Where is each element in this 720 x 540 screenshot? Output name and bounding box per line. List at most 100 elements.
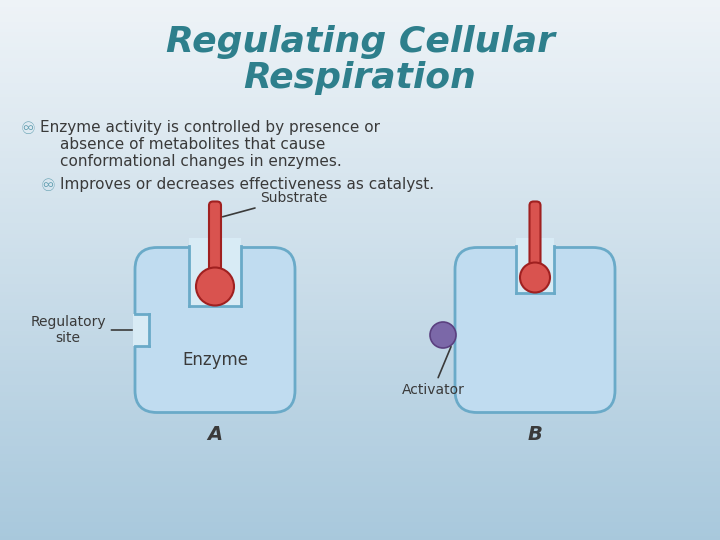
Bar [0,201,720,205]
Bar [0,115,720,119]
Text: conformational changes in enzymes.: conformational changes in enzymes. [60,154,342,169]
Bar [0,335,720,339]
Bar [0,288,720,292]
Text: Regulating Cellular: Regulating Cellular [166,25,554,59]
Bar [0,533,720,536]
Text: Respiration: Respiration [243,61,477,95]
Bar [0,497,720,501]
Bar [0,83,720,86]
Bar [0,407,720,410]
Text: Enzyme activity is controlled by presence or: Enzyme activity is controlled by presenc… [40,120,380,135]
Text: B: B [528,425,542,444]
Bar [0,126,720,130]
Bar [0,317,720,320]
Bar [0,367,720,371]
Bar [0,15,720,18]
Bar [0,43,720,47]
Text: Improves or decreases effectiveness as catalyst.: Improves or decreases effectiveness as c… [60,177,434,192]
Bar [516,238,554,293]
FancyBboxPatch shape [135,247,295,413]
Bar [0,184,720,187]
Bar [0,209,720,212]
Bar [0,133,720,137]
Bar [0,191,720,194]
Bar [0,234,720,238]
Bar [0,187,720,191]
Bar [0,108,720,112]
Text: Regulatory
site: Regulatory site [30,315,132,345]
Text: Substrate: Substrate [222,191,328,217]
Bar [0,400,720,403]
Bar [0,227,720,231]
Bar [0,306,720,309]
Text: Activator: Activator [402,347,464,397]
Bar [0,266,720,270]
Bar [0,90,720,93]
Bar [0,248,720,252]
Bar [0,18,720,22]
Bar [0,309,720,313]
Bar [0,439,720,443]
Bar [0,475,720,479]
Bar [0,461,720,464]
Bar [0,147,720,151]
Bar [0,285,720,288]
Bar [0,212,720,216]
Bar [0,501,720,504]
Bar [0,220,720,223]
Text: ♾: ♾ [40,177,55,195]
Bar [0,241,720,245]
Bar [0,25,720,29]
Bar [0,471,720,475]
Bar [0,223,720,227]
Bar [0,342,720,346]
Bar [0,69,720,72]
Bar [189,238,241,306]
Bar [0,252,720,255]
Bar [0,198,720,201]
Bar [0,417,720,421]
Bar [0,328,720,331]
Bar [0,515,720,518]
Bar [0,508,720,511]
Bar [0,292,720,295]
Bar [0,349,720,353]
Bar [0,331,720,335]
Bar [0,259,720,263]
Bar [0,61,720,65]
Bar [0,140,720,144]
Bar [0,101,720,104]
Bar [0,97,720,101]
Bar [0,54,720,58]
Bar [133,314,149,346]
Bar [0,295,720,299]
Bar [0,86,720,90]
Bar [0,486,720,490]
Bar [0,4,720,7]
Bar [0,58,720,61]
Bar [0,263,720,266]
Bar [0,320,720,324]
Bar [0,50,720,54]
Circle shape [196,267,234,306]
Circle shape [430,322,456,348]
Bar [0,130,720,133]
Bar [0,393,720,396]
Bar [0,432,720,436]
FancyBboxPatch shape [529,201,541,276]
Bar [0,378,720,382]
Bar [0,180,720,184]
Bar [0,270,720,274]
Bar [0,425,720,428]
Bar [0,65,720,69]
Bar [0,216,720,220]
Bar [0,93,720,97]
Bar [0,464,720,468]
Bar [0,299,720,302]
Bar [0,371,720,374]
Bar [0,536,720,540]
Bar [0,457,720,461]
Bar [0,360,720,363]
Bar [0,410,720,414]
Bar [0,396,720,400]
